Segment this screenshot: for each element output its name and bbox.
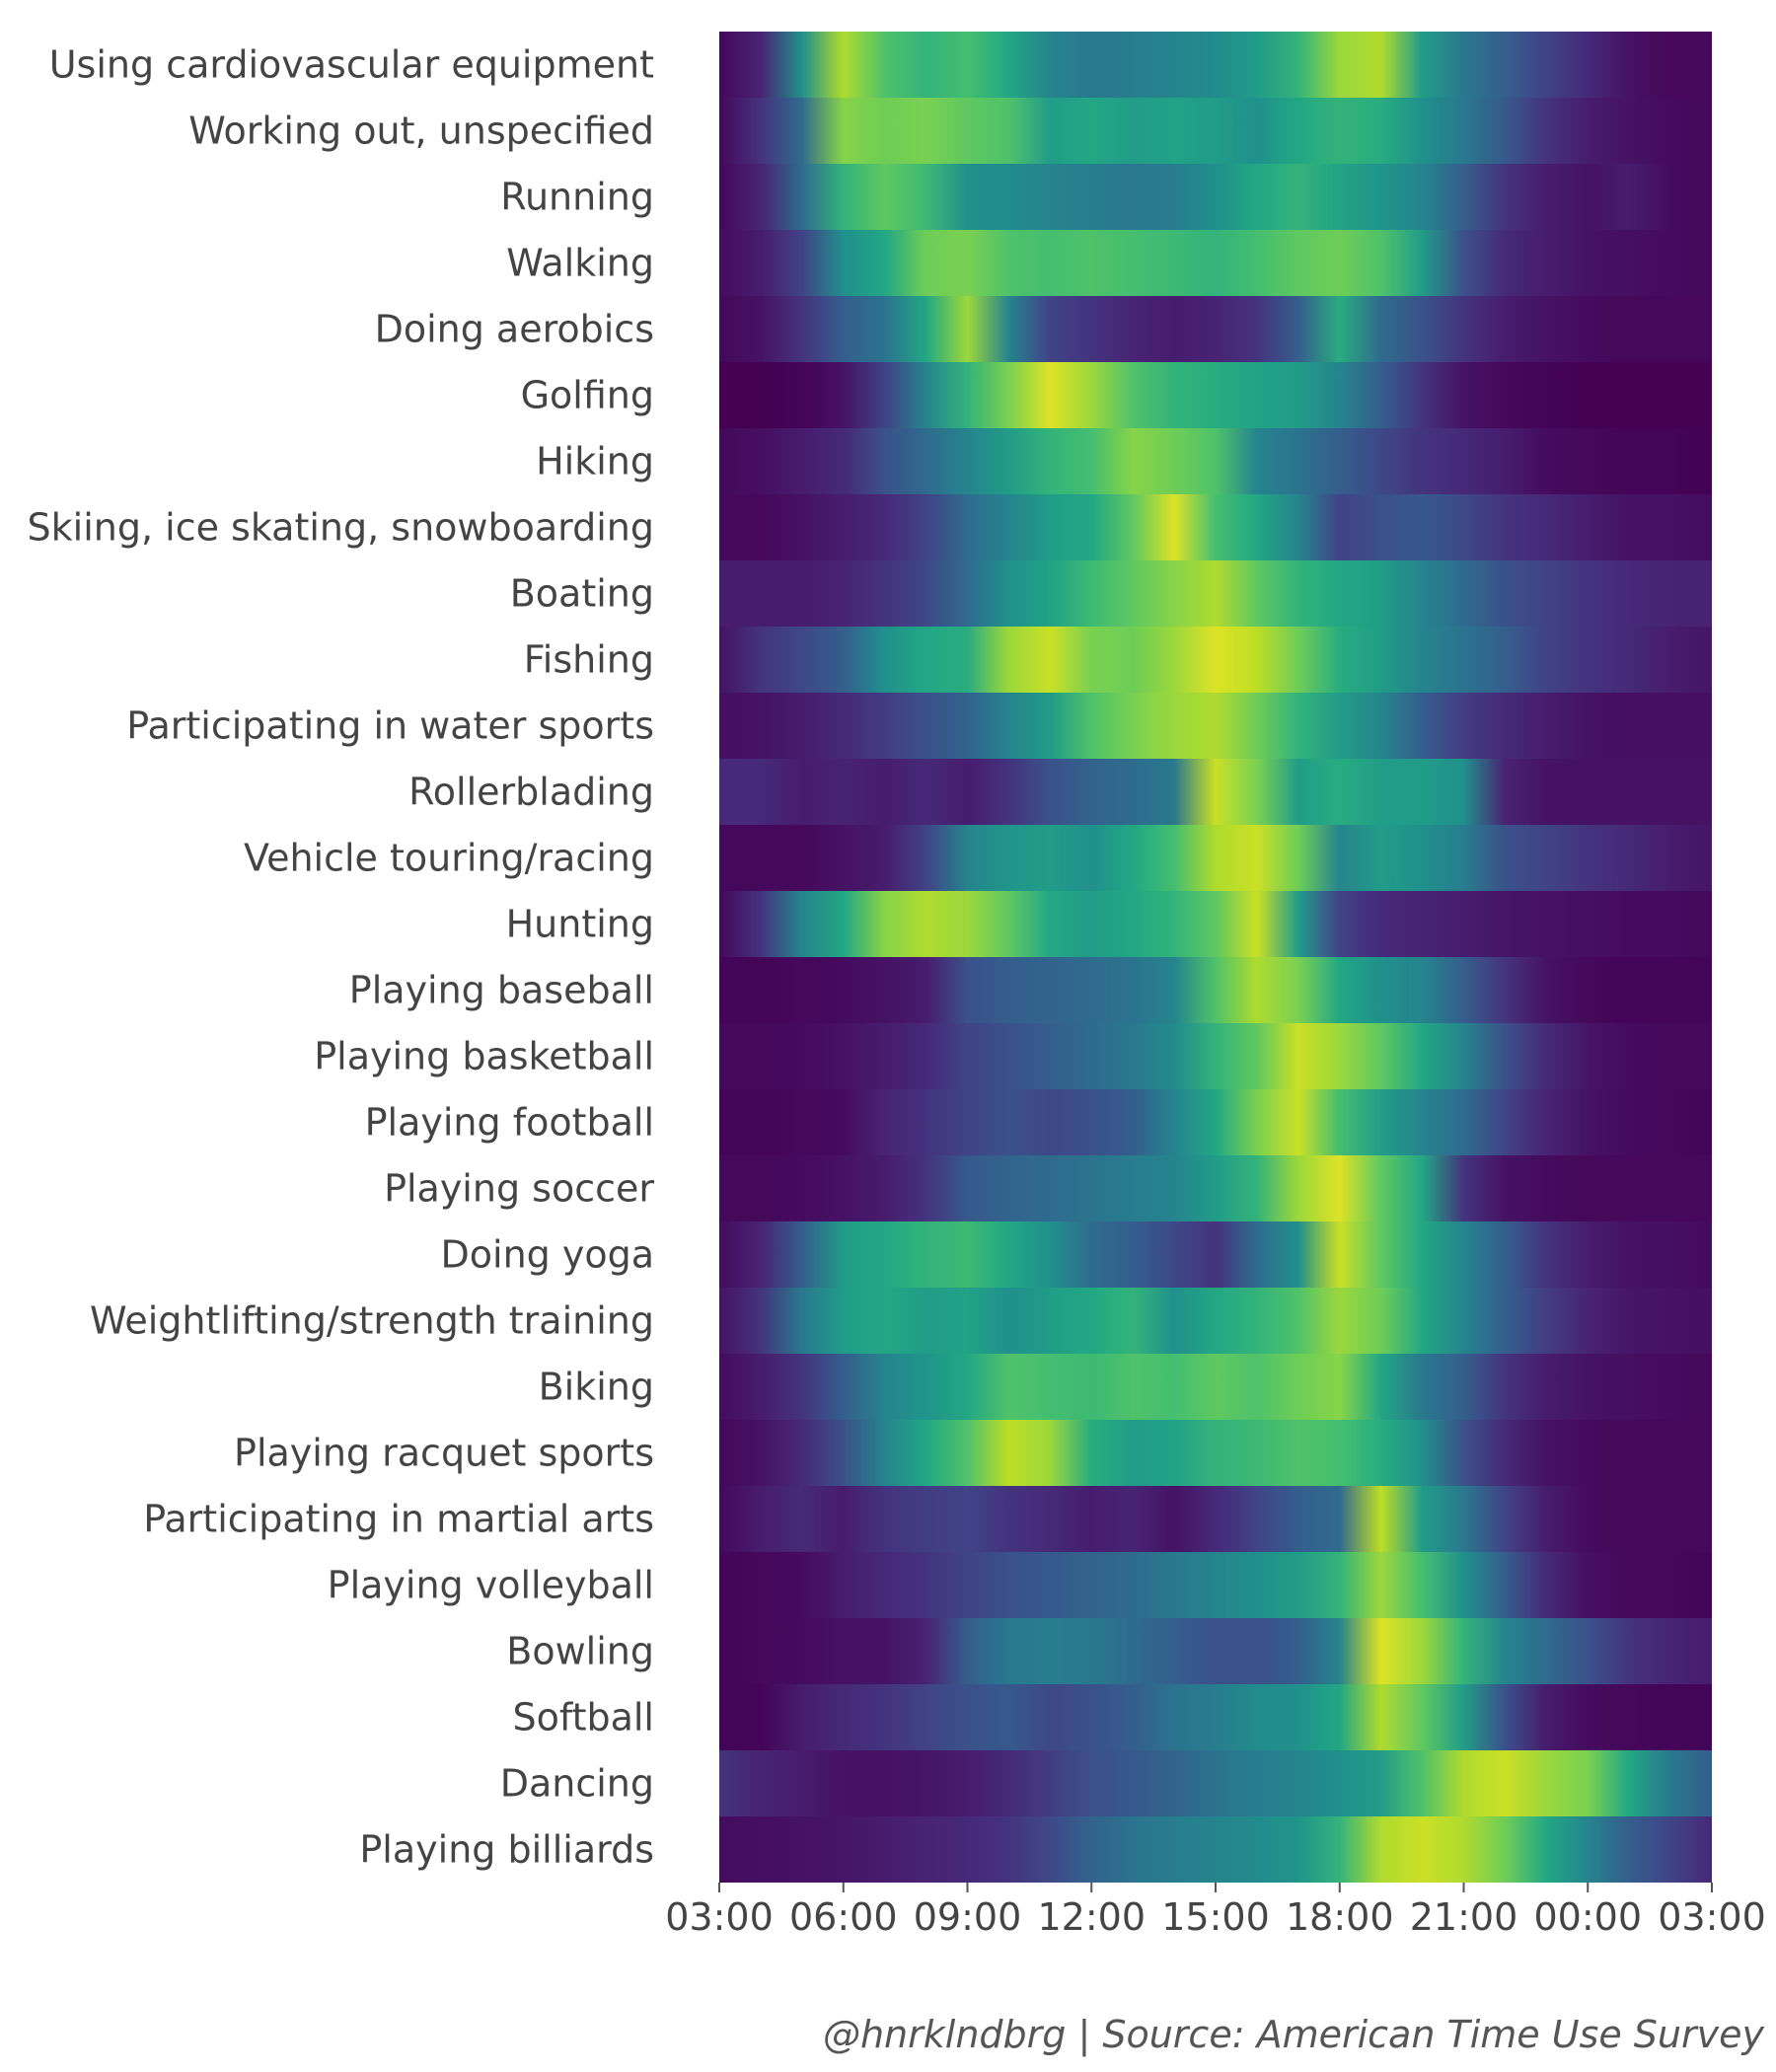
heatmap-row — [719, 1155, 1712, 1221]
heatmap-row — [719, 1354, 1712, 1420]
row-label: Dancing — [500, 1762, 654, 1806]
row-label: Playing soccer — [384, 1167, 654, 1211]
row-label: Hunting — [506, 903, 654, 946]
heatmap-row — [719, 825, 1712, 891]
heatmap-row — [719, 494, 1712, 560]
row-label: Walking — [506, 242, 654, 285]
row-label: Playing volleyball — [328, 1564, 654, 1607]
heatmap-row — [719, 32, 1712, 98]
row-label: Vehicle touring/racing — [244, 837, 654, 880]
x-tick-label: 15:00 — [1161, 1895, 1270, 1939]
row-label: Playing football — [365, 1101, 654, 1145]
row-label: Doing aerobics — [375, 308, 654, 351]
heatmap-row — [719, 1089, 1712, 1155]
row-label: Hiking — [536, 440, 654, 483]
row-label: Working out, unspecified — [188, 110, 654, 153]
heatmap-row — [719, 1221, 1712, 1288]
heatmap-row — [719, 693, 1712, 759]
row-label: Playing baseball — [349, 969, 654, 1012]
heatmap-row — [719, 164, 1712, 230]
heatmap-row — [719, 362, 1712, 428]
heatmap-row — [719, 296, 1712, 362]
row-label: Skiing, ice skating, snowboarding — [28, 506, 654, 550]
x-tick-label: 12:00 — [1037, 1895, 1146, 1939]
heatmap-row — [719, 759, 1712, 825]
heatmap-row — [719, 1750, 1712, 1816]
x-tick-label: 21:00 — [1410, 1895, 1518, 1939]
source-caption: @hnrklndbrg | Source: American Time Use … — [822, 2013, 1764, 2056]
row-label: Playing basketball — [314, 1035, 654, 1078]
x-tick-label: 00:00 — [1533, 1895, 1642, 1939]
row-label: Playing billiards — [359, 1828, 654, 1872]
row-label: Participating in water sports — [126, 704, 654, 748]
heatmap-row — [719, 1684, 1712, 1750]
heatmap-row — [719, 1420, 1712, 1486]
x-tick-label: 18:00 — [1286, 1895, 1394, 1939]
row-label: Biking — [539, 1366, 654, 1409]
row-label: Running — [500, 176, 654, 219]
row-label: Using cardiovascular equipment — [49, 43, 654, 87]
row-label: Rollerblading — [408, 771, 654, 814]
heatmap-row — [719, 1816, 1712, 1883]
heatmap-row — [719, 1288, 1712, 1354]
heatmap-row — [719, 1023, 1712, 1089]
heatmap-row — [719, 230, 1712, 296]
heatmap-row — [719, 560, 1712, 627]
row-label: Weightlifting/strength training — [90, 1299, 654, 1343]
heatmap-row — [719, 1552, 1712, 1618]
heatmap-row — [719, 428, 1712, 494]
row-label: Fishing — [524, 638, 654, 682]
row-label: Golfing — [521, 374, 654, 417]
x-tick-label: 09:00 — [914, 1895, 1022, 1939]
row-label: Boating — [510, 572, 654, 616]
x-tick-label: 03:00 — [1658, 1895, 1766, 1939]
heatmap-row — [719, 891, 1712, 957]
row-label: Bowling — [506, 1630, 654, 1673]
row-label: Softball — [512, 1696, 654, 1739]
x-tick-label: 03:00 — [665, 1895, 774, 1939]
row-label: Participating in martial arts — [143, 1498, 654, 1541]
row-label: Playing racquet sports — [234, 1432, 654, 1475]
x-tick-label: 06:00 — [789, 1895, 898, 1939]
heatmap-row — [719, 1486, 1712, 1552]
heatmap-row — [719, 957, 1712, 1023]
heatmap-row — [719, 98, 1712, 164]
heatmap-row — [719, 627, 1712, 693]
row-label: Doing yoga — [441, 1233, 655, 1277]
heatmap-row — [719, 1618, 1712, 1684]
heatmap-chart: Using cardiovascular equipment Working ou… — [28, 32, 1766, 1939]
